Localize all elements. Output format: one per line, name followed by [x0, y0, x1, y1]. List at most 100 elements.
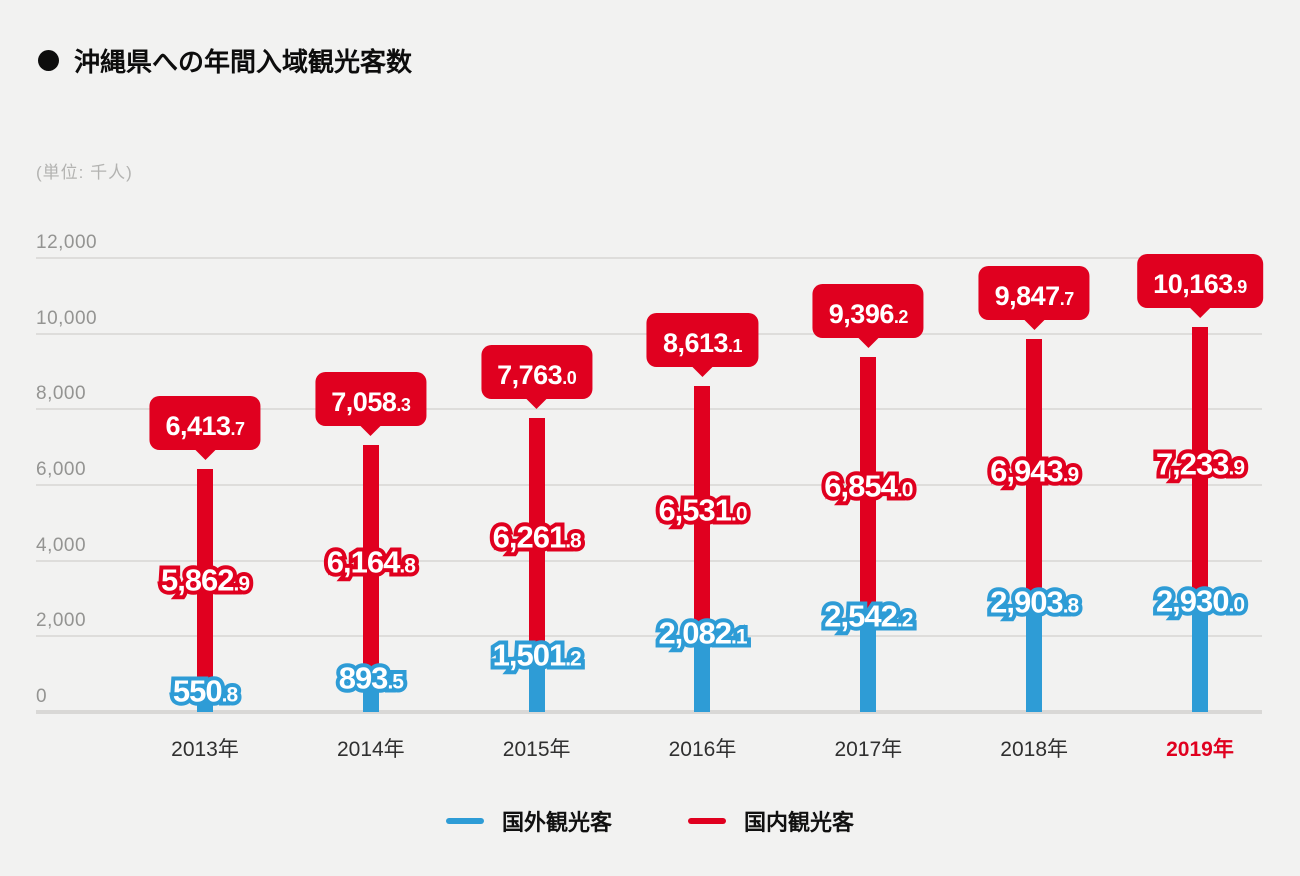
- value-main: 6,943: [990, 453, 1064, 489]
- total-main: 9,847: [994, 281, 1061, 312]
- domestic-bar-2017年: [860, 356, 877, 616]
- foreign-value-label-2019年: 2,930.0 2,930.0: [1152, 582, 1249, 621]
- unit-label: (単位: 千人): [36, 163, 133, 182]
- domestic-value-label-2018年: 6,943.9 6,943.9: [986, 451, 1083, 490]
- foreign-value-label-2019年-stroke: 2,930.0: [1152, 582, 1249, 621]
- value-main: 6,164: [323, 542, 405, 581]
- value-main: 6,854: [820, 467, 902, 506]
- y-axis-tick-label: 4,000: [36, 534, 87, 556]
- domestic-value-label-2018年-stroke: 6,943.9: [986, 451, 1083, 490]
- value-main: 550: [172, 673, 223, 709]
- total-decimal: .1: [728, 336, 743, 357]
- value-main: 2,903: [986, 583, 1068, 622]
- gridline: [36, 257, 1262, 259]
- domestic-value-label-2014年-fill: 6,164.8: [326, 544, 416, 580]
- domestic-value-label-2016年-fill: 6,531.0: [658, 492, 747, 528]
- year-label-2016年: 2016年: [668, 738, 737, 761]
- gridline: [36, 635, 1262, 638]
- value-decimal: .9: [233, 572, 250, 596]
- legend-item-foreign: 国外観光客: [445, 805, 612, 837]
- value-main: 2,542: [820, 596, 902, 635]
- foreign-legend-dash-icon: [445, 818, 484, 824]
- value-main: 1,501: [489, 636, 571, 675]
- legend-label-domestic: 国内観光客: [744, 810, 855, 835]
- value-main: 7,233: [1152, 445, 1234, 484]
- total-decimal: .7: [1059, 289, 1075, 310]
- total-decimal: .0: [562, 368, 577, 389]
- year-label-2017年: 2017年: [834, 738, 903, 761]
- foreign-value-label-2018年: 2,903.8 2,903.8: [986, 583, 1083, 622]
- value-decimal: .8: [399, 554, 415, 578]
- value-decimal: .8: [221, 683, 238, 707]
- total-callout-bubble: 6,413.7: [149, 396, 261, 451]
- domestic-value-label-2013年: 5,862.9 5,862.9: [157, 561, 254, 600]
- foreign-bar-2013年: [197, 691, 213, 712]
- total-callout-bubble: 9,396.2: [812, 283, 924, 338]
- total-main: 7,763: [497, 360, 563, 391]
- value-main: 6,531: [658, 492, 732, 528]
- x-axis-baseline: [36, 710, 1262, 714]
- total-callout-bubble: 8,613.1: [646, 313, 759, 368]
- domestic-legend-dash-icon: [688, 818, 726, 824]
- callout-pointer-icon: [857, 336, 880, 348]
- callout-pointer-icon: [359, 424, 382, 436]
- gridline: [36, 559, 1262, 562]
- value-main: 6,164: [326, 544, 401, 580]
- gridline: [36, 484, 1262, 486]
- value-main: 5,862: [160, 562, 235, 598]
- total-callout-bubble: 10,163.9: [1137, 254, 1263, 309]
- year-label-2019年: 2019年: [1166, 738, 1234, 761]
- domestic-bar-2015年: [528, 418, 545, 656]
- foreign-value-label-2016年-fill: 2,082.1: [658, 618, 747, 649]
- value-main: 2,930: [1155, 583, 1230, 619]
- foreign-bar-2017年: [860, 615, 877, 712]
- domestic-value-label-2016年: 6,531.0 6,531.0: [654, 490, 751, 529]
- value-main: 2,930: [1152, 582, 1234, 621]
- foreign-value-label-2017年: 2,542.2 2,542.2: [820, 596, 917, 635]
- total-callout-2019年: 10,163.9: [1137, 254, 1263, 319]
- foreign-value-label-2017年-fill: 2,542.2: [824, 600, 913, 632]
- total-main: 8,613: [662, 328, 729, 359]
- value-decimal: .0: [896, 478, 913, 502]
- value-main: 1,501: [492, 637, 567, 673]
- value-main: 7,233: [1155, 446, 1230, 482]
- domestic-value-label-2015年: 6,261.8 6,261.8: [489, 517, 586, 556]
- y-axis-tick-label: 12,000: [36, 232, 98, 253]
- value-main: 6,261: [492, 519, 567, 555]
- foreign-bar-2015年: [528, 655, 545, 712]
- value-main: 550: [169, 672, 227, 711]
- domestic-value-label-2015年-fill: 6,261.8: [492, 519, 582, 555]
- domestic-value-label-2017年-fill: 6,854.0: [824, 471, 913, 502]
- total-decimal: .2: [893, 306, 909, 327]
- total-decimal: .9: [1232, 277, 1248, 298]
- callout-pointer-icon: [691, 366, 714, 378]
- foreign-value-label-2018年-stroke: 2,903.8: [986, 583, 1083, 622]
- domestic-value-label-2018年-fill: 6,943.9: [990, 453, 1079, 489]
- value-decimal: .2: [565, 647, 581, 671]
- foreign-value-label-2019年-fill: 2,930.0: [1155, 583, 1245, 619]
- legend-item-domestic: 国内観光客: [688, 805, 854, 837]
- foreign-bar-2016年: [694, 633, 711, 712]
- callout-pointer-icon: [1188, 307, 1211, 319]
- total-callout-bubble: 7,058.3: [315, 371, 427, 426]
- total-callout-bubble: 7,763.0: [481, 345, 593, 400]
- foreign-bar-2018年: [1026, 602, 1043, 712]
- value-decimal: .0: [1228, 593, 1245, 617]
- y-axis-tick-label: 2,000: [36, 610, 87, 632]
- value-main: 893: [335, 659, 393, 698]
- callout-pointer-icon: [194, 449, 216, 461]
- value-decimal: .9: [1228, 456, 1245, 480]
- domestic-bar-2014年: [362, 444, 379, 679]
- total-callout-2015年: 7,763.0: [481, 345, 593, 410]
- value-decimal: .2: [896, 608, 913, 632]
- foreign-value-label-2018年-fill: 2,903.8: [990, 587, 1079, 618]
- year-label-2013年: 2013年: [171, 738, 239, 761]
- gridline: [36, 408, 1262, 411]
- value-decimal: .0: [731, 502, 747, 526]
- foreign-value-label-2014年: 893.5 893.5: [335, 659, 408, 698]
- value-decimal: .8: [565, 529, 581, 553]
- value-main: 893: [338, 660, 389, 696]
- legend-label-foreign: 国外観光客: [501, 810, 612, 835]
- foreign-bar-2014年: [362, 678, 379, 712]
